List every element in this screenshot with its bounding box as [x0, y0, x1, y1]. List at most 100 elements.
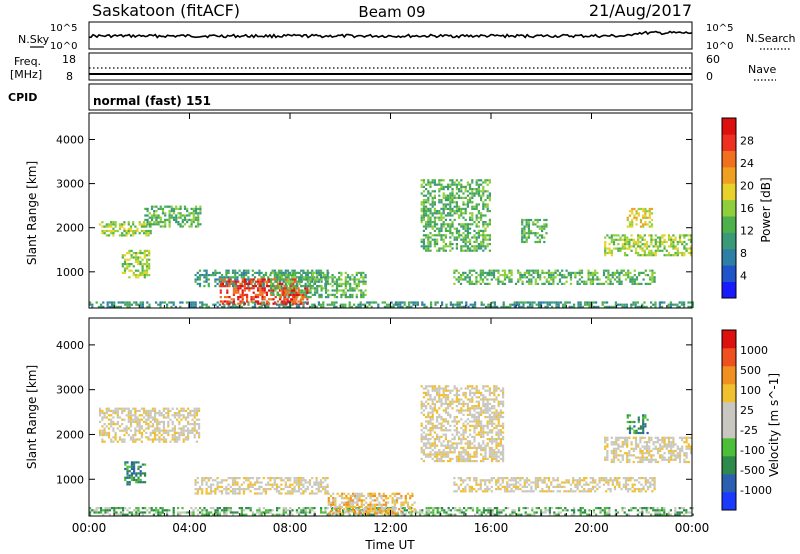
- echo-cell: [159, 301, 162, 304]
- echo-cell: [608, 249, 611, 252]
- echo-cell: [189, 429, 192, 432]
- echo-cell: [140, 425, 143, 428]
- echo-cell: [420, 385, 423, 388]
- echo-cell: [444, 385, 447, 388]
- echo-cell: [311, 293, 314, 296]
- echo-cell: [177, 507, 180, 510]
- echo-cell: [121, 265, 124, 268]
- echo-cell: [136, 429, 139, 432]
- echo-cell: [201, 490, 204, 493]
- echo-cell: [380, 508, 383, 511]
- echo-cell: [552, 280, 555, 283]
- echo-cell: [438, 460, 441, 463]
- echo-cell: [317, 483, 320, 486]
- echo-cell: [400, 497, 403, 500]
- echo-cell: [360, 291, 363, 294]
- echo-cell: [160, 438, 163, 441]
- echo-cell: [389, 508, 392, 511]
- echo-cell: [123, 263, 127, 266]
- echo-cell: [300, 481, 303, 484]
- echo-cell: [466, 236, 469, 239]
- echo-cell: [527, 218, 530, 222]
- echo-cell: [444, 205, 447, 208]
- echo-cell: [420, 438, 423, 441]
- echo-cell: [301, 302, 305, 305]
- echo-cell: [161, 301, 164, 304]
- echo-cell: [104, 509, 107, 512]
- echo-cell: [447, 513, 450, 516]
- echo-cell: [475, 181, 478, 184]
- echo-cell: [262, 282, 265, 285]
- echo-cell: [453, 418, 456, 421]
- echo-cell: [240, 509, 243, 512]
- echo-cell: [629, 278, 632, 281]
- echo-cell: [447, 183, 450, 186]
- echo-cell: [278, 485, 281, 488]
- echo-cell: [475, 218, 478, 221]
- echo-cell: [438, 247, 441, 250]
- echo-cell: [652, 303, 655, 306]
- echo-cell: [462, 236, 465, 239]
- echo-cell: [689, 245, 693, 248]
- echo-cell: [220, 276, 224, 279]
- echo-cell: [264, 492, 268, 495]
- colorbar-tick-label: 8: [740, 247, 747, 260]
- echo-cell: [376, 512, 379, 515]
- echo-cell: [510, 269, 513, 272]
- echo-cell: [538, 227, 541, 230]
- echo-cell: [667, 303, 670, 306]
- echo-cell: [433, 385, 436, 388]
- echo-cell: [351, 503, 355, 506]
- echo-cell: [112, 436, 115, 439]
- echo-cell: [115, 507, 118, 510]
- echo-cell: [146, 301, 149, 304]
- echo-cell: [157, 509, 160, 512]
- echo-cell: [676, 254, 679, 257]
- echo-cell: [631, 225, 634, 228]
- echo-cell: [180, 429, 183, 432]
- cpid-value: normal (fast) 151: [93, 94, 211, 108]
- echo-cell: [528, 282, 531, 285]
- echo-cell: [324, 479, 327, 482]
- echo-cell: [633, 214, 636, 217]
- echo-cell: [128, 481, 131, 484]
- echo-cell: [674, 507, 677, 510]
- echo-cell: [670, 240, 673, 244]
- echo-cell: [520, 513, 523, 516]
- echo-cell: [110, 409, 113, 412]
- echo-cell: [509, 513, 512, 516]
- echo-cell: [651, 280, 654, 283]
- echo-cell: [135, 461, 138, 464]
- echo-cell: [282, 302, 285, 305]
- echo-cell: [501, 274, 504, 277]
- echo-cell: [300, 477, 303, 480]
- echo-cell: [276, 293, 279, 296]
- echo-cell: [628, 513, 631, 516]
- echo-cell: [577, 301, 580, 304]
- echo-cell: [150, 207, 154, 210]
- echo-cell: [313, 513, 316, 516]
- echo-cell: [471, 201, 474, 204]
- echo-cell: [449, 444, 452, 447]
- echo-cell: [282, 271, 285, 274]
- echo-cell: [608, 247, 611, 250]
- echo-cell: [659, 238, 662, 241]
- echo-cell: [525, 240, 528, 244]
- echo-cell: [239, 293, 242, 296]
- echo-cell: [447, 411, 450, 414]
- echo-cell: [442, 409, 445, 412]
- echo-cell: [442, 216, 445, 219]
- echo-cell: [249, 477, 252, 480]
- echo-cell: [259, 289, 262, 292]
- echo-cell: [139, 470, 142, 473]
- echo-cell: [650, 207, 654, 211]
- echo-cell: [130, 476, 133, 479]
- echo-cell: [440, 201, 443, 204]
- echo-cell: [610, 236, 613, 239]
- echo-cell: [157, 207, 160, 210]
- echo-cell: [240, 271, 243, 274]
- echo-cell: [469, 212, 472, 215]
- echo-cell: [112, 423, 115, 426]
- echo-cell: [427, 249, 430, 252]
- echo-cell: [302, 289, 306, 292]
